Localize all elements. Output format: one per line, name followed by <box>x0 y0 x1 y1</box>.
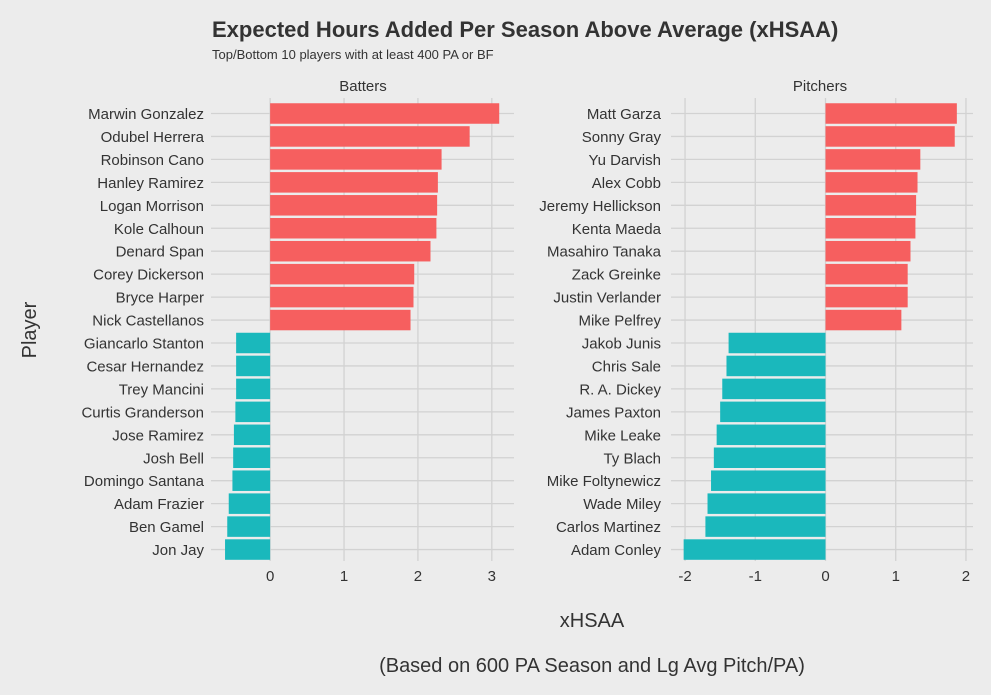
chart-title: Expected Hours Added Per Season Above Av… <box>212 17 838 42</box>
bar-yu-darvish <box>825 149 921 170</box>
category-label: Curtis Granderson <box>81 404 204 421</box>
category-label: Jeremy Hellickson <box>539 198 661 215</box>
x-tick-label: 2 <box>962 568 970 585</box>
x-tick-label: 0 <box>266 568 274 585</box>
bar-jose-ramirez <box>233 424 271 446</box>
bar-kole-calhoun <box>270 218 437 239</box>
bar-jeremy-hellickson <box>825 195 917 216</box>
bar-bryce-harper <box>270 286 414 308</box>
bar-marwin-gonzalez <box>270 103 500 124</box>
category-label: Domingo Santana <box>84 473 205 490</box>
category-label: Jon Jay <box>152 542 204 559</box>
bar-justin-verlander <box>825 286 908 308</box>
category-label: Yu Darvish <box>588 152 661 169</box>
bar-james-paxton <box>720 401 826 423</box>
category-label: Sonny Gray <box>582 129 662 146</box>
bar-logan-morrison <box>270 195 438 216</box>
bar-alex-cobb <box>825 172 918 193</box>
bar-mike-pelfrey <box>825 309 902 331</box>
bar-matt-garza <box>825 103 957 124</box>
category-label: Logan Morrison <box>100 198 204 215</box>
category-label: Mike Foltynewicz <box>547 473 661 490</box>
chart-caption: (Based on 600 PA Season and Lg Avg Pitch… <box>379 655 805 677</box>
category-label: Zack Greinke <box>572 267 661 284</box>
bar-carlos-martinez <box>705 516 826 537</box>
bar-corey-dickerson <box>270 263 415 285</box>
bar-mike-leake <box>716 424 826 446</box>
category-label: Odubel Herrera <box>101 129 205 146</box>
bar-ben-gamel <box>227 516 271 537</box>
bar-masahiro-tanaka <box>825 240 911 262</box>
category-label: Wade Miley <box>583 496 661 513</box>
category-label: Giancarlo Stanton <box>84 336 204 353</box>
bar-giancarlo-stanton <box>236 332 271 354</box>
bar-denard-span <box>270 240 431 262</box>
bar-ty-blach <box>713 447 826 468</box>
facet-label-batters: Batters <box>339 78 387 95</box>
x-tick-label: 1 <box>892 568 900 585</box>
category-label: Justin Verlander <box>553 290 661 307</box>
bar-robinson-cano <box>270 149 442 170</box>
bar-r-a-dickey <box>722 378 826 400</box>
category-label: Ben Gamel <box>129 519 204 536</box>
category-label: Robinson Cano <box>101 152 204 169</box>
bar-cesar-hernandez <box>236 355 271 377</box>
bar-zack-greinke <box>825 263 908 285</box>
category-label: Ty Blach <box>603 450 661 467</box>
category-label: Kenta Maeda <box>572 221 662 238</box>
bar-adam-conley <box>683 539 826 560</box>
bar-hanley-ramirez <box>270 172 438 193</box>
chart-subtitle: Top/Bottom 10 players with at least 400 … <box>212 47 494 62</box>
category-label: Cesar Hernandez <box>86 358 204 375</box>
bar-mike-foltynewicz <box>711 470 826 491</box>
panel-pitchers: Pitchers -2 -1 0 1 2 Matt Garza Sonny Gray Yu Da… <box>539 78 973 585</box>
bar-odubel-herrera <box>270 126 470 147</box>
category-label: Jakob Junis <box>582 336 661 353</box>
bar-domingo-santana <box>232 470 271 491</box>
category-label: Carlos Martinez <box>556 519 661 536</box>
x-tick-label: -1 <box>749 568 762 585</box>
x-tick-label: -2 <box>678 568 691 585</box>
x-tick-label: 0 <box>821 568 829 585</box>
category-label: James Paxton <box>566 404 661 421</box>
category-label: Chris Sale <box>592 358 661 375</box>
category-label: Kole Calhoun <box>114 221 204 238</box>
category-label: Nick Castellanos <box>92 313 204 330</box>
category-label: Masahiro Tanaka <box>547 244 662 261</box>
bar-wade-miley <box>707 493 826 514</box>
category-label: Bryce Harper <box>116 290 204 307</box>
x-tick-label: 3 <box>488 568 496 585</box>
bar-kenta-maeda <box>825 218 916 239</box>
category-label: Hanley Ramirez <box>97 175 204 192</box>
bar-nick-castellanos <box>270 309 411 331</box>
bar-jon-jay <box>225 539 271 560</box>
category-label: Denard Span <box>116 244 204 261</box>
bar-chris-sale <box>726 355 826 377</box>
bar-trey-mancini <box>236 378 271 400</box>
category-label: Josh Bell <box>143 450 204 467</box>
x-axis-title: xHSAA <box>560 610 625 632</box>
x-tick-label: 1 <box>340 568 348 585</box>
bar-sonny-gray <box>825 126 955 147</box>
category-label: Adam Frazier <box>114 496 204 513</box>
category-label: Adam Conley <box>571 542 662 559</box>
category-label: Corey Dickerson <box>93 267 204 284</box>
category-label: Mike Pelfrey <box>578 313 661 330</box>
bar-adam-frazier <box>228 493 271 514</box>
category-label: Alex Cobb <box>592 175 661 192</box>
panel-batters: Batters 0 1 2 3 Marwin Gonzalez Odubel Herrera… <box>81 78 514 585</box>
category-label: Marwin Gonzalez <box>88 106 204 123</box>
facet-label-pitchers: Pitchers <box>793 78 847 95</box>
category-label: Matt Garza <box>587 106 662 123</box>
bar-josh-bell <box>233 447 271 468</box>
category-label: Jose Ramirez <box>112 427 204 444</box>
x-tick-label: 2 <box>414 568 422 585</box>
category-label: Mike Leake <box>584 427 661 444</box>
bar-jakob-junis <box>728 332 826 354</box>
category-label: R. A. Dickey <box>579 381 661 398</box>
y-axis-title: Player <box>19 301 41 358</box>
category-label: Trey Mancini <box>119 381 204 398</box>
bar-curtis-granderson <box>235 401 271 423</box>
